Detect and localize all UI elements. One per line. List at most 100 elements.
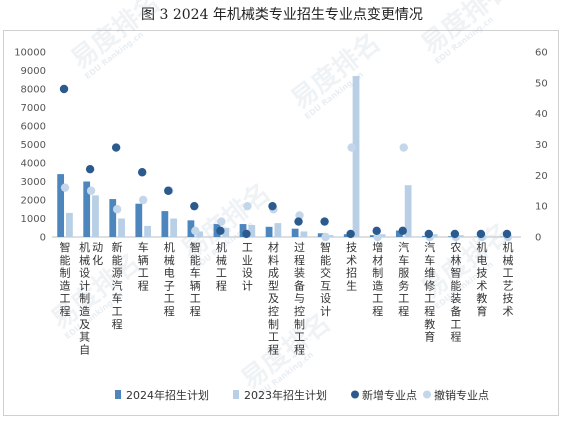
category-label: 智能交互设计 — [320, 240, 331, 318]
category-label: 农林智能装备工程 — [450, 240, 461, 344]
bar-2023 — [508, 236, 516, 237]
y-tick-label: 4000 — [21, 159, 46, 170]
point-new — [476, 229, 486, 239]
category-label: 材料成型及控制工程 — [268, 240, 279, 356]
legend-swatch — [115, 390, 121, 399]
bar-2024 — [57, 174, 65, 237]
bar-2023 — [482, 236, 490, 237]
y-tick-label: 7000 — [21, 103, 46, 114]
point-new — [424, 229, 434, 239]
watermark-text: 易度排名 — [65, 0, 166, 76]
y2-tick-label: 50 — [535, 78, 548, 89]
bar-2023 — [66, 212, 73, 237]
y2-tick-label: 10 — [535, 202, 548, 213]
point-new — [294, 217, 303, 226]
point-cancel — [86, 186, 96, 195]
bar-2024 — [291, 228, 299, 237]
point-new — [59, 84, 69, 94]
bar-2024 — [83, 181, 91, 237]
bar-2023 — [170, 218, 178, 237]
point-new — [398, 226, 407, 236]
category-label: 机械设计制造及其自动化 — [79, 240, 103, 356]
bar-2023 — [378, 234, 386, 237]
bar-2024 — [109, 199, 117, 237]
legend-label: 2024年招生计划 — [126, 388, 209, 402]
legend-marker — [351, 390, 359, 399]
y2-tick-label: 40 — [535, 109, 548, 120]
point-cancel — [347, 143, 356, 152]
category-label: 车辆工程 — [138, 240, 149, 292]
y-tick-label: 2000 — [21, 196, 46, 207]
bar-2024 — [395, 230, 403, 237]
legend-label: 2023年招生计划 — [244, 388, 327, 402]
point-new — [190, 201, 199, 211]
point-new — [268, 201, 277, 211]
point-new — [242, 229, 251, 239]
point-cancel — [373, 232, 382, 242]
bar-2024 — [317, 233, 325, 237]
bar-2024 — [448, 236, 455, 237]
category-label: 智能制造工程 — [60, 240, 71, 318]
point-cancel — [321, 232, 330, 242]
bar-2023 — [430, 234, 438, 237]
point-new — [320, 217, 329, 226]
category-label: 机械电子工程 — [164, 240, 175, 318]
point-new — [450, 229, 460, 239]
y-tick-label: 0 — [40, 233, 46, 244]
watermark-text: 易度排名 — [415, 0, 516, 61]
category-label: 汽车服务工程 — [398, 240, 409, 318]
category-label: 技术招生 — [346, 241, 357, 292]
y-tick-label: 6000 — [21, 122, 46, 133]
category-label: 机械工艺技术 — [502, 240, 513, 318]
legend-swatch — [233, 390, 239, 399]
category-label: 汽车维修工程教育 — [424, 240, 435, 344]
y-tick-label: 8000 — [21, 85, 46, 96]
watermark-text: 易度排名 — [235, 307, 336, 395]
point-cancel — [217, 217, 226, 226]
point-cancel — [138, 195, 148, 205]
bar-2023 — [222, 227, 230, 237]
bar-2023 — [144, 225, 151, 237]
category-label: 智能车辆工程 — [190, 240, 201, 318]
y2-tick-label: 60 — [535, 48, 548, 59]
y-tick-label: 9000 — [21, 66, 46, 77]
y-tick-label: 3000 — [21, 177, 46, 188]
y2-tick-label: 0 — [535, 233, 541, 244]
point-new — [111, 143, 121, 152]
point-cancel — [60, 183, 70, 192]
bar-2024 — [161, 211, 169, 237]
bar-2023 — [404, 185, 412, 237]
legend-marker — [423, 390, 431, 399]
bar-2023 — [274, 223, 282, 237]
point-new — [85, 164, 95, 174]
category-label: 新能源汽车工程 — [112, 240, 123, 331]
bar-2024 — [239, 224, 247, 237]
category-label: 机电技术教育 — [476, 240, 487, 318]
watermark-text: 易度排名 — [285, 27, 386, 115]
bar-2024 — [265, 226, 273, 237]
category-label: 增材制造工程 — [372, 240, 383, 318]
bar-2024 — [422, 235, 429, 237]
point-new — [137, 168, 147, 177]
point-new — [372, 226, 381, 236]
bar-2024 — [135, 203, 143, 237]
bar-2023 — [118, 218, 125, 237]
point-cancel — [399, 143, 408, 152]
y2-tick-label: 30 — [535, 140, 548, 151]
y-tick-label: 5000 — [21, 140, 46, 151]
point-new — [502, 229, 512, 239]
bar-2023 — [352, 76, 360, 237]
y2-tick-label: 20 — [535, 171, 548, 182]
point-cancel — [191, 226, 200, 236]
point-cancel — [112, 205, 122, 214]
y-tick-label: 1000 — [21, 214, 46, 225]
point-new — [164, 186, 173, 195]
category-label: 过程装备与控制工程 — [294, 241, 305, 356]
bar-2023 — [248, 224, 256, 237]
y-tick-label: 10000 — [14, 48, 46, 59]
